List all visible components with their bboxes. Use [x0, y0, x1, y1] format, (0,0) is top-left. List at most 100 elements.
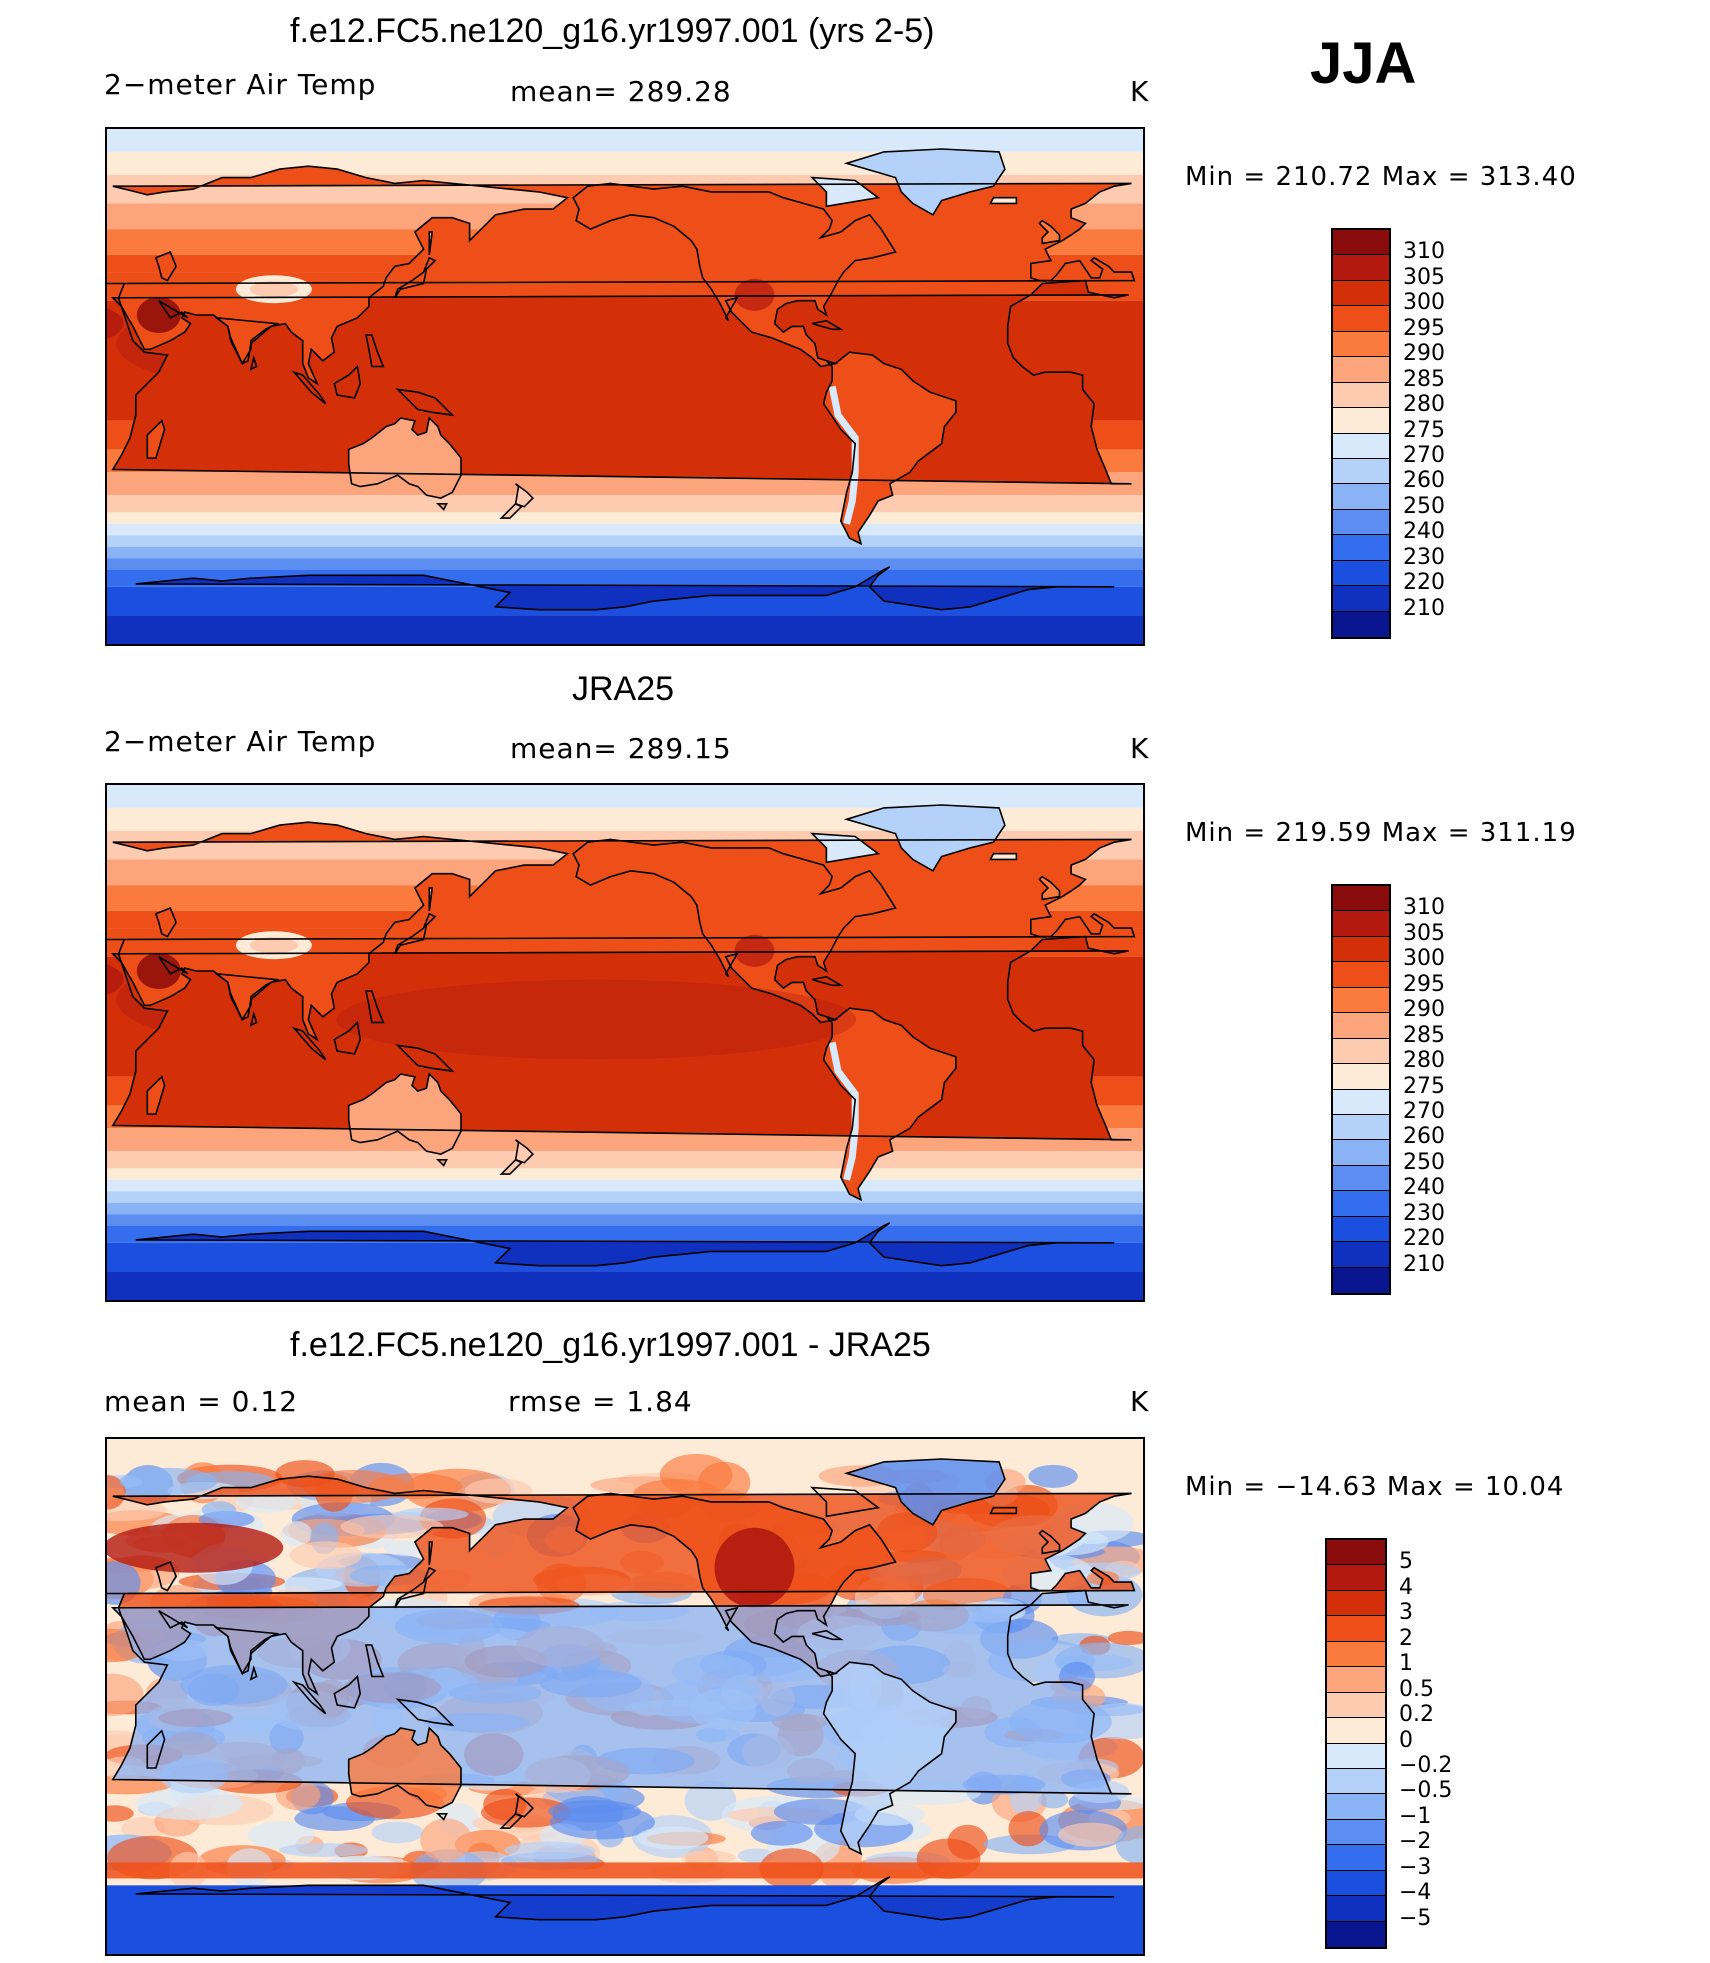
- colorbar-label: 210: [1403, 595, 1445, 621]
- coastline: [110, 279, 1132, 485]
- coastline: [989, 852, 1018, 861]
- colorbar-box: [1333, 382, 1389, 409]
- minmax-model: Min = 210.72 Max = 313.40: [1185, 162, 1577, 192]
- coastline: [146, 1729, 166, 1769]
- colorbar-label: −2: [1399, 1829, 1432, 1855]
- coastline: [394, 1566, 437, 1609]
- colorbar-label: 220: [1403, 1226, 1445, 1252]
- diff-samerica: [823, 1662, 956, 1854]
- coastline: [822, 1007, 957, 1202]
- diff-blob: [289, 1541, 362, 1570]
- land-australia: [348, 418, 461, 499]
- land-nz2: [501, 503, 522, 519]
- land-namerica: [573, 183, 896, 367]
- coastline: [395, 388, 455, 417]
- colorbar-box: [1333, 936, 1389, 963]
- coastline: [499, 1158, 523, 1175]
- colorbar-label: −3: [1399, 1854, 1432, 1880]
- coastline: [365, 334, 385, 368]
- diff-blob: [107, 1673, 144, 1716]
- coastline: [843, 804, 1006, 872]
- coastline: [811, 1629, 844, 1641]
- diff-greenland: [846, 1459, 1005, 1525]
- coastline: [428, 231, 434, 256]
- diff-australia: [348, 1728, 461, 1809]
- diff-blob: [1028, 1464, 1078, 1488]
- map-diff: [105, 1437, 1145, 1956]
- units-label-diff: K: [1130, 1385, 1150, 1418]
- colorbar-box: [1333, 1089, 1389, 1115]
- colorbar-label: 1: [1399, 1651, 1413, 1677]
- diff-blob: [1038, 1790, 1069, 1809]
- mean-label-diff: mean = 0.12: [104, 1385, 299, 1418]
- diff-blob: [750, 1820, 813, 1846]
- coastline: [435, 1158, 448, 1167]
- diff-blob: [247, 1821, 315, 1850]
- colorbar-label: 0.2: [1399, 1702, 1434, 1728]
- variable-label-model: 2−meter Air Temp: [104, 68, 377, 101]
- colorbar-box: [1327, 1819, 1385, 1846]
- coastline: [514, 483, 535, 508]
- temp-band: [107, 129, 1143, 152]
- coastline: [514, 1139, 535, 1164]
- map-obs: [105, 783, 1145, 1302]
- colorbar-label: 210: [1403, 1251, 1445, 1277]
- coastline: [365, 990, 385, 1024]
- diff-blob: [371, 1821, 424, 1844]
- diff-blob: [278, 1843, 369, 1857]
- coastline: [347, 416, 462, 499]
- coastline: [428, 887, 434, 912]
- land-antarctica: [135, 566, 1115, 610]
- colorbar-box: [1333, 1038, 1389, 1065]
- temp-band: [107, 523, 1143, 536]
- mean-label-obs: mean= 289.15: [510, 732, 732, 765]
- diff-blob: [280, 1521, 312, 1547]
- coastline: [843, 148, 1006, 216]
- coastline: [822, 351, 957, 546]
- colorbar-box: [1333, 458, 1389, 485]
- colorbar-label: −4: [1399, 1880, 1432, 1906]
- diff-blob: [119, 1467, 218, 1495]
- land-philippines: [366, 335, 384, 367]
- colorbar-box: [1333, 987, 1389, 1014]
- mean-label-model: mean= 289.28: [510, 75, 732, 108]
- diff-blob: [1115, 1826, 1143, 1864]
- coastline: [154, 250, 177, 282]
- colorbar-label: 230: [1403, 1200, 1445, 1226]
- colorbar-label: 250: [1403, 493, 1445, 519]
- minmax-obs: Min = 219.59 Max = 311.19: [1185, 818, 1577, 848]
- minmax-diff: Min = −14.63 Max = 10.04: [1185, 1472, 1565, 1502]
- colorbar-box: [1333, 306, 1389, 332]
- coastline: [499, 1812, 523, 1829]
- diff-blob: [1008, 1810, 1049, 1847]
- colorbar-label: 305: [1403, 920, 1445, 946]
- coastline: [347, 1072, 462, 1155]
- rmse-label-diff: rmse = 1.84: [508, 1385, 693, 1418]
- colorbar-box: [1333, 484, 1389, 510]
- colorbar-label: 310: [1403, 895, 1445, 921]
- colorbar-box: [1327, 1540, 1385, 1566]
- panel-title-obs: JRA25: [572, 670, 675, 708]
- coastline: [154, 906, 177, 938]
- diff-antarctica: [135, 1876, 1115, 1920]
- coastline: [249, 1011, 258, 1027]
- coastline: [107, 821, 1136, 1042]
- colorbar-box: [1333, 230, 1389, 256]
- colorbar-label: 280: [1403, 1048, 1445, 1074]
- diff-blob: [681, 1850, 736, 1864]
- land-sumatra: [294, 1028, 326, 1060]
- land-namerica: [573, 839, 896, 1023]
- temp-band: [107, 1151, 1143, 1169]
- coastline: [135, 1876, 1115, 1921]
- colorbar-box: [1327, 1743, 1385, 1769]
- coastline: [572, 182, 897, 368]
- coastline: [154, 1560, 177, 1592]
- diff-blob: [1107, 1630, 1143, 1646]
- colorbar-label: 295: [1403, 971, 1445, 997]
- colorbar-box: [1327, 1718, 1385, 1744]
- coastline: [395, 1698, 455, 1727]
- coastline: [213, 316, 280, 366]
- colorbar-label: 0.5: [1399, 1676, 1434, 1702]
- colorbar-label: 260: [1403, 468, 1445, 494]
- diff-blob: [636, 1826, 709, 1850]
